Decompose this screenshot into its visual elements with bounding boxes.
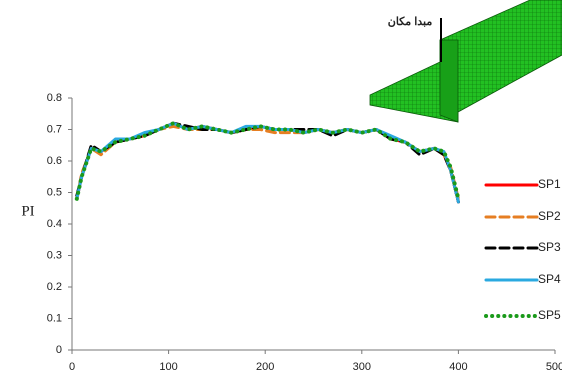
y-tick-label: 0.4 bbox=[47, 218, 62, 230]
y-tick-label: 0 bbox=[56, 344, 62, 356]
x-tick-label: 300 bbox=[353, 361, 371, 373]
series-line bbox=[77, 123, 459, 202]
x-tick-label: 400 bbox=[449, 361, 467, 373]
y-axis-label: PI bbox=[21, 203, 34, 219]
x-tick-label: 100 bbox=[159, 361, 177, 373]
legend-label: SP1 bbox=[538, 177, 561, 191]
page: مبدا مکان PI 0 0.1 0.2 0.3 0.4 0.5 0.6 0.7 0.8 0 1… bbox=[0, 0, 562, 385]
series-line bbox=[77, 123, 459, 202]
legend-label: SP2 bbox=[538, 209, 561, 223]
legend-label: SP4 bbox=[538, 272, 561, 286]
y-tick-label: 0.5 bbox=[47, 186, 62, 198]
series-line bbox=[77, 123, 459, 199]
y-tick-label: 0.6 bbox=[47, 155, 62, 167]
legend-label: SP3 bbox=[538, 240, 561, 254]
y-tick-label: 0.8 bbox=[47, 92, 62, 104]
y-tick-label: 0.2 bbox=[47, 281, 62, 293]
chart: مبدا مکان PI 0 0.1 0.2 0.3 0.4 0.5 0.6 0.7 0.8 0 1… bbox=[0, 0, 562, 385]
x-tick-label: 0 bbox=[69, 361, 75, 373]
y-tick-label: 0.1 bbox=[47, 312, 62, 324]
series-line bbox=[77, 123, 459, 202]
x-tick-label: 200 bbox=[256, 361, 274, 373]
y-tick-label: 0.7 bbox=[47, 123, 62, 135]
y-tick-label: 0.3 bbox=[47, 249, 62, 261]
legend-label: SP5 bbox=[538, 308, 561, 322]
x-tick-label: 500 bbox=[546, 361, 562, 373]
annotation: مبدا مکان bbox=[388, 16, 433, 28]
